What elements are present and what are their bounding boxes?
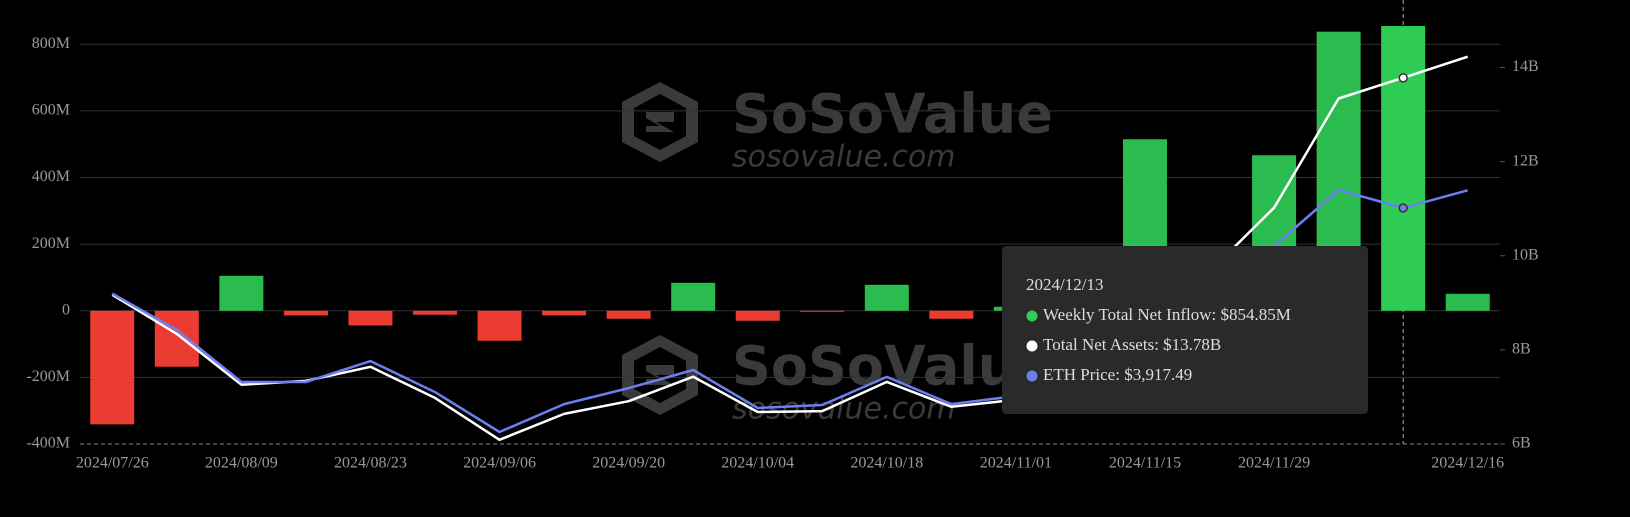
y2-tick-label: 14B — [1512, 58, 1539, 75]
bar — [219, 275, 264, 311]
x-tick-label: 2024/12/16 — [1431, 455, 1504, 472]
y-tick-label: 200M — [32, 235, 70, 252]
y2-tick-label: 6B — [1512, 435, 1531, 452]
tooltip-dot — [1026, 340, 1038, 352]
y2-tick-label: 10B — [1512, 246, 1539, 263]
bar — [154, 310, 199, 367]
x-tick-label: 2024/07/26 — [76, 455, 149, 472]
bar — [735, 310, 780, 321]
x-tick-label: 2024/11/01 — [980, 455, 1052, 472]
bar — [800, 310, 845, 312]
line — [111, 55, 1469, 442]
x-tick-label: 2024/09/20 — [592, 455, 665, 472]
watermark-brand: SoSoValue — [732, 335, 1053, 398]
hover-point — [1398, 73, 1408, 83]
x-tick-label: 2024/10/18 — [850, 455, 923, 472]
x-tick-label: 2024/09/06 — [463, 455, 536, 472]
x-tick-label: 2024/10/04 — [721, 455, 794, 472]
tooltip-row: ETH Price: $3,917.49 — [1043, 365, 1192, 384]
y-tick-label: -200M — [26, 368, 70, 385]
tooltip-row: Weekly Total Net Inflow: $854.85M — [1043, 305, 1291, 324]
tooltip-date: 2024/12/13 — [1026, 275, 1103, 294]
bar — [283, 310, 328, 316]
y-tick-label: 800M — [32, 35, 70, 52]
bar — [671, 282, 716, 311]
tooltip-box — [1002, 246, 1368, 414]
y-tick-label: 0 — [62, 301, 70, 318]
x-tick-label: 2024/08/09 — [205, 455, 278, 472]
x-tick-label: 2024/08/23 — [334, 455, 407, 472]
bar — [542, 310, 587, 316]
tooltip-row: Total Net Assets: $13.78B — [1043, 335, 1221, 354]
bar — [929, 310, 974, 319]
bar — [348, 310, 393, 326]
hover-point — [1398, 203, 1408, 213]
y2-tick-label: 12B — [1512, 152, 1539, 169]
watermark: SoSoValue sosovalue.com SoSoValue sosova… — [622, 82, 1053, 427]
x-tick-label: 2024/11/15 — [1109, 455, 1181, 472]
y-tick-label: 400M — [32, 168, 70, 185]
tooltip: 2024/12/13 Weekly Total Net Inflow: $854.… — [1002, 246, 1368, 414]
bar — [90, 310, 135, 425]
watermark-site: sosovalue.com — [732, 140, 956, 175]
bar — [413, 310, 457, 315]
watermark-site: sosovalue.com — [732, 392, 956, 427]
watermark-brand: SoSoValue — [732, 83, 1053, 146]
tooltip-dot — [1026, 310, 1038, 322]
x-tick-label: 2024/11/29 — [1238, 455, 1310, 472]
bar — [864, 284, 909, 311]
y-tick-label: -400M — [26, 435, 70, 452]
y2-tick-label: 8B — [1512, 341, 1531, 358]
bar — [1445, 293, 1490, 311]
y-tick-label: 600M — [32, 102, 70, 119]
watermark-logo — [622, 82, 698, 162]
bar — [477, 310, 522, 341]
bar — [1381, 26, 1426, 311]
tooltip-dot — [1026, 370, 1038, 382]
bar — [606, 310, 651, 319]
